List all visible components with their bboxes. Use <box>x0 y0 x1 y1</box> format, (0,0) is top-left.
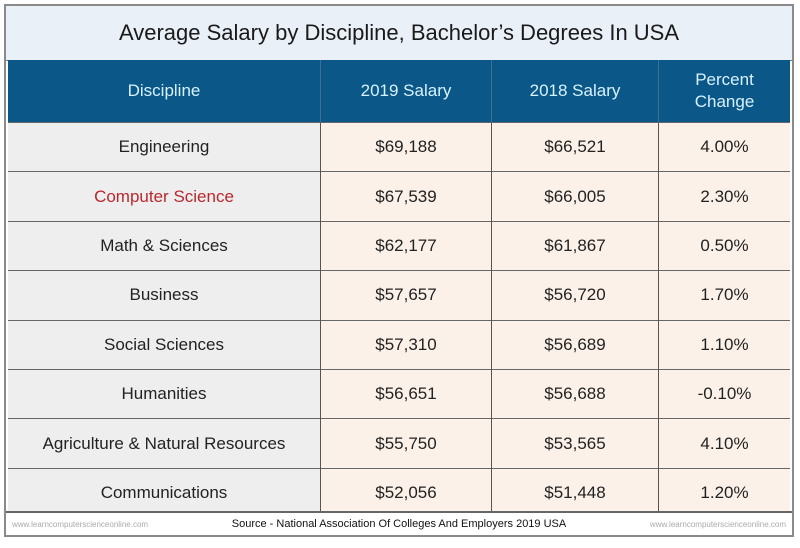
salary-2018-cell: $56,688 <box>491 368 659 419</box>
salary-2019-cell: $62,177 <box>320 220 492 271</box>
percent-change-cell: 2.30% <box>658 171 790 222</box>
table-row: Business $57,657 $56,720 1.70% <box>8 270 790 321</box>
table-title: Average Salary by Discipline, Bachelor’s… <box>6 6 792 61</box>
salary-2018-cell: $56,689 <box>491 319 659 370</box>
salary-table: Discipline 2019 Salary 2018 Salary Perce… <box>8 60 790 518</box>
salary-table-infographic: Average Salary by Discipline, Bachelor’s… <box>4 4 794 537</box>
discipline-cell: Humanities <box>8 368 321 419</box>
table-row: Communications $52,056 $51,448 1.20% <box>8 467 790 518</box>
column-header: Percent Change <box>658 60 790 123</box>
discipline-cell: Communications <box>8 467 321 518</box>
discipline-cell: Math & Sciences <box>8 220 321 271</box>
column-header: 2018 Salary <box>491 60 659 123</box>
table-row: Agriculture & Natural Resources $55,750 $5… <box>8 418 790 469</box>
table-row: Social Sciences $57,310 $56,689 1.10% <box>8 319 790 370</box>
watermark-left: www.learncomputerscienceonline.com <box>12 519 149 529</box>
salary-2018-cell: $61,867 <box>491 220 659 271</box>
percent-change-cell: -0.10% <box>658 368 790 419</box>
salary-2018-cell: $66,005 <box>491 171 659 222</box>
discipline-cell: Computer Science <box>8 171 321 222</box>
discipline-cell: Social Sciences <box>8 319 321 370</box>
salary-2018-cell: $51,448 <box>491 467 659 518</box>
percent-change-cell: 4.10% <box>658 418 790 469</box>
salary-2018-cell: $56,720 <box>491 270 659 321</box>
table-row: Engineering $69,188 $66,521 4.00% <box>8 121 790 172</box>
salary-2019-cell: $56,651 <box>320 368 492 419</box>
percent-change-cell: 1.70% <box>658 270 790 321</box>
percent-change-cell: 1.10% <box>658 319 790 370</box>
discipline-cell: Business <box>8 270 321 321</box>
salary-2019-cell: $55,750 <box>320 418 492 469</box>
salary-2019-cell: $57,657 <box>320 270 492 321</box>
table-row: Computer Science $67,539 $66,005 2.30% <box>8 171 790 222</box>
salary-2019-cell: $69,188 <box>320 121 492 172</box>
salary-2019-cell: $52,056 <box>320 467 492 518</box>
table-row: Math & Sciences $62,177 $61,867 0.50% <box>8 220 790 271</box>
discipline-cell: Engineering <box>8 121 321 172</box>
column-header: 2019 Salary <box>320 60 492 123</box>
table-row: Humanities $56,651 $56,688 -0.10% <box>8 368 790 419</box>
footer: www.learncomputerscienceonline.com Sourc… <box>6 511 792 535</box>
salary-2018-cell: $53,565 <box>491 418 659 469</box>
watermark-right: www.learncomputerscienceonline.com <box>649 519 786 529</box>
column-header: Discipline <box>8 60 321 123</box>
salary-2019-cell: $57,310 <box>320 319 492 370</box>
header-row: Discipline 2019 Salary 2018 Salary Perce… <box>8 60 790 123</box>
salary-2019-cell: $67,539 <box>320 171 492 222</box>
percent-change-cell: 1.20% <box>658 467 790 518</box>
source-note: Source - National Association Of College… <box>231 518 567 530</box>
salary-2018-cell: $66,521 <box>491 121 659 172</box>
percent-change-cell: 0.50% <box>658 220 790 271</box>
discipline-cell: Agriculture & Natural Resources <box>8 418 321 469</box>
percent-change-cell: 4.00% <box>658 121 790 172</box>
